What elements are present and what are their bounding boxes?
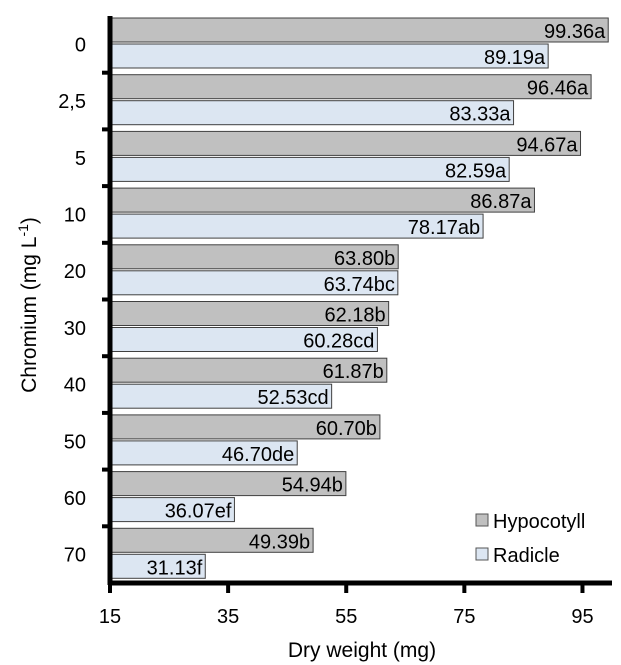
bar-radicle-3 <box>109 213 484 239</box>
y-axis-title-superscript: -1 <box>15 224 31 237</box>
bar-radicle-0 <box>109 43 549 69</box>
bar-label-radicle-1: 83.33a <box>449 104 511 126</box>
y-tick-label-7: 50 <box>64 431 86 453</box>
bar-radicle-2 <box>109 156 510 182</box>
legend-label-radicle: Radicle <box>493 545 560 567</box>
bar-label-hypocotyll-3: 86.87a <box>470 191 532 213</box>
bar-radicle-7 <box>109 440 298 466</box>
y-tick-label-8: 60 <box>64 488 86 510</box>
bar-label-radicle-0: 89.19a <box>484 47 546 69</box>
y-tick-label-5: 30 <box>64 318 86 340</box>
legend-swatch-hypocotyll <box>475 513 489 527</box>
x-tick-label-0: 15 <box>99 606 121 628</box>
bar-radicle-8 <box>109 497 235 523</box>
bar-label-radicle-8: 36.07ef <box>165 501 232 523</box>
bar-label-radicle-5: 60.28cd <box>303 331 374 353</box>
x-tick-label-2: 55 <box>335 606 357 628</box>
bar-label-radicle-3: 78.17ab <box>408 217 480 239</box>
y-axis-title: Chromium (mg L-1) <box>15 217 41 393</box>
axis-layer: 0 2,5 5 10 20 30 40 50 60 70 15 35 55 75 95 <box>58 16 612 628</box>
bar-label-hypocotyll-5: 62.18b <box>324 305 385 327</box>
y-axis-title-close: ) <box>18 217 41 224</box>
bar-label-hypocotyll-9: 49.39b <box>249 531 310 553</box>
y-tick-label-9: 70 <box>64 545 86 567</box>
legend: Hypocotyll Radicle <box>475 511 585 567</box>
bar-label-radicle-4: 63.74bc <box>324 274 395 296</box>
bar-hypocotyll-7 <box>109 414 381 440</box>
bar-radicle-6 <box>109 383 333 409</box>
bar-hypocotyll-0 <box>109 17 609 43</box>
x-axis-title: Dry weight (mg) <box>288 639 436 662</box>
y-tick-label-3: 10 <box>64 204 86 226</box>
x-tick-label-3: 75 <box>453 606 475 628</box>
bar-label-hypocotyll-2: 94.67a <box>516 134 578 156</box>
y-tick-label-6: 40 <box>64 375 86 397</box>
bar-label-hypocotyll-1: 96.46a <box>527 78 589 100</box>
bar-label-hypocotyll-4: 63.80b <box>334 248 395 270</box>
y-tick-label-2: 5 <box>75 148 86 170</box>
bar-hypocotyll-4 <box>109 244 399 270</box>
bar-label-hypocotyll-8: 54.94b <box>282 475 343 497</box>
bar-hypocotyll-1 <box>109 74 592 100</box>
legend-swatch-radicle <box>475 547 489 561</box>
bar-label-radicle-2: 82.59a <box>445 160 507 182</box>
bar-hypocotyll-3 <box>109 187 535 213</box>
x-tick-label-4: 95 <box>571 606 593 628</box>
bar-label-hypocotyll-7: 60.70b <box>316 418 377 440</box>
legend-label-hypocotyll: Hypocotyll <box>493 511 585 533</box>
bar-label-radicle-6: 52.53cd <box>257 387 328 409</box>
y-tick-label-4: 20 <box>64 261 86 283</box>
bar-hypocotyll-8 <box>109 471 347 497</box>
bar-label-hypocotyll-0: 99.36a <box>544 21 606 43</box>
y-tick-label-0: 0 <box>75 34 86 56</box>
bar-radicle-1 <box>109 100 515 126</box>
y-axis-title-main: Chromium (mg L <box>18 237 41 393</box>
bar-label-radicle-9: 31.13f <box>147 557 203 579</box>
bar-hypocotyll-2 <box>109 130 582 156</box>
bar-hypocotyll-9 <box>109 527 314 553</box>
bar-label-hypocotyll-6: 61.87b <box>323 361 384 383</box>
bar-hypocotyll-5 <box>109 301 390 326</box>
y-tick-label-1: 2,5 <box>58 91 86 113</box>
x-tick-label-1: 35 <box>217 606 239 628</box>
bars-layer <box>109 17 609 579</box>
bar-label-radicle-7: 46.70de <box>222 444 294 466</box>
